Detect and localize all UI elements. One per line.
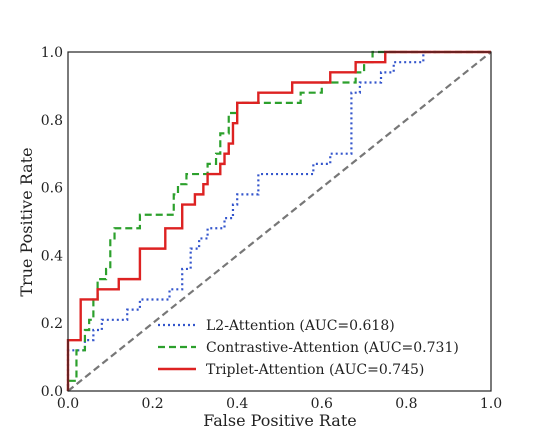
- legend: L2-Attention (AUC=0.618) Contrastive-Atte…: [158, 318, 459, 378]
- series-line-3: [66, 50, 491, 391]
- legend-label-1: L2-Attention (AUC=0.618): [206, 318, 395, 334]
- y-axis-label: True Positive Rate: [17, 147, 36, 296]
- y-tick-label: 0.6: [41, 181, 63, 197]
- y-tick-label: 0.0: [41, 384, 63, 400]
- legend-label-3: Triplet-Attention (AUC=0.745): [206, 362, 424, 378]
- chance-diagonal-line: [67, 51, 492, 392]
- x-axis-label: False Positive Rate: [203, 411, 357, 430]
- legend-label-2: Contrastive-Attention (AUC=0.731): [206, 340, 459, 356]
- x-tick-label: 0.4: [226, 396, 248, 412]
- x-tick-label: 0.8: [395, 396, 417, 412]
- y-tick-label: 1.0: [41, 45, 63, 61]
- y-tick-label: 0.4: [41, 248, 63, 264]
- x-tick-label: 0.2: [141, 396, 163, 412]
- x-axis: 0.0 0.2 0.4 0.6 0.8 1.0: [57, 396, 502, 412]
- y-axis: 0.0 0.2 0.4 0.6 0.8 1.0: [41, 45, 63, 400]
- y-tick-label: 0.2: [41, 316, 63, 332]
- x-tick-label: 1.0: [480, 396, 502, 412]
- series-line-1: [66, 50, 437, 391]
- y-tick-label: 0.8: [41, 113, 63, 129]
- plot-frame: [67, 51, 492, 392]
- plot-area: [66, 50, 492, 392]
- x-tick-label: 0.0: [57, 396, 79, 412]
- x-tick-label: 0.6: [311, 396, 333, 412]
